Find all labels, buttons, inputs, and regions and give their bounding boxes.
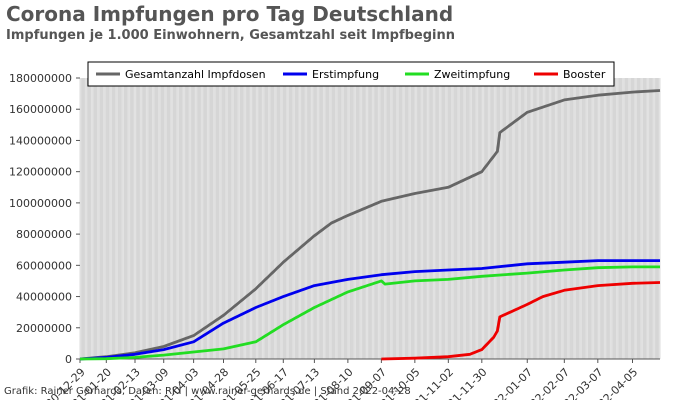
source-footer: Grafik: Rainer Gerhards, Daten: RKI | ww… [4,386,411,397]
y-tick-label: 120000000 [9,166,72,179]
y-tick-label: 0 [65,353,72,366]
series-line-zweitimpfung [79,265,660,361]
series-line-booster [381,281,661,361]
chart-subtitle: Impfungen je 1.000 Einwohnern, Gesamtzah… [6,28,456,43]
chart-title: Corona Impfungen pro Tag Deutschland [6,2,454,26]
legend-label: Erstimpfung [312,68,379,81]
x-tick-label: 2022-01-07 [481,366,535,400]
y-tick-label: 20000000 [16,322,72,335]
y-tick-label: 180000000 [9,72,72,85]
y-tick-label: 140000000 [9,134,72,147]
series-lines [79,89,661,361]
y-tick-label: 100000000 [9,197,72,210]
series-line-erstimpfung [79,259,660,361]
grid [79,78,661,359]
legend-label: Booster [563,68,606,81]
series-line-gesamtanzahl-impfdosen [79,89,661,361]
y-tick-label: 60000000 [16,259,72,272]
legend: Gesamtanzahl Impfdosen Erstimpfung Zweitim… [87,61,615,87]
legend-box [87,61,615,87]
y-tick-label: 160000000 [9,103,72,116]
legend-label: Zweitimpfung [434,68,510,81]
y-tick-label: 80000000 [16,228,72,241]
y-tick-label: 40000000 [16,291,72,304]
plot-background [80,78,660,359]
legend-label: Gesamtanzahl Impfdosen [125,68,266,81]
